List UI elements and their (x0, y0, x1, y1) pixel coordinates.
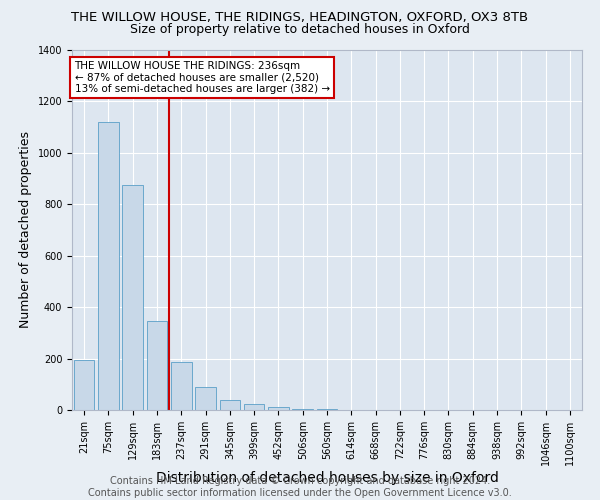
Y-axis label: Number of detached properties: Number of detached properties (19, 132, 32, 328)
Text: Contains HM Land Registry data © Crown copyright and database right 2024.
Contai: Contains HM Land Registry data © Crown c… (88, 476, 512, 498)
Text: THE WILLOW HOUSE THE RIDINGS: 236sqm
← 87% of detached houses are smaller (2,520: THE WILLOW HOUSE THE RIDINGS: 236sqm ← 8… (74, 61, 329, 94)
X-axis label: Distribution of detached houses by size in Oxford: Distribution of detached houses by size … (155, 470, 499, 484)
Bar (292, 409, 313, 410)
Bar (171, 362, 191, 410)
Text: Size of property relative to detached houses in Oxford: Size of property relative to detached ho… (130, 22, 470, 36)
Bar (220, 400, 240, 410)
Bar (195, 387, 216, 410)
Bar (244, 404, 265, 410)
Bar (122, 185, 143, 410)
Bar (146, 322, 167, 410)
Bar (74, 360, 94, 410)
Bar (268, 408, 289, 410)
Text: THE WILLOW HOUSE, THE RIDINGS, HEADINGTON, OXFORD, OX3 8TB: THE WILLOW HOUSE, THE RIDINGS, HEADINGTO… (71, 11, 529, 24)
Bar (98, 122, 119, 410)
